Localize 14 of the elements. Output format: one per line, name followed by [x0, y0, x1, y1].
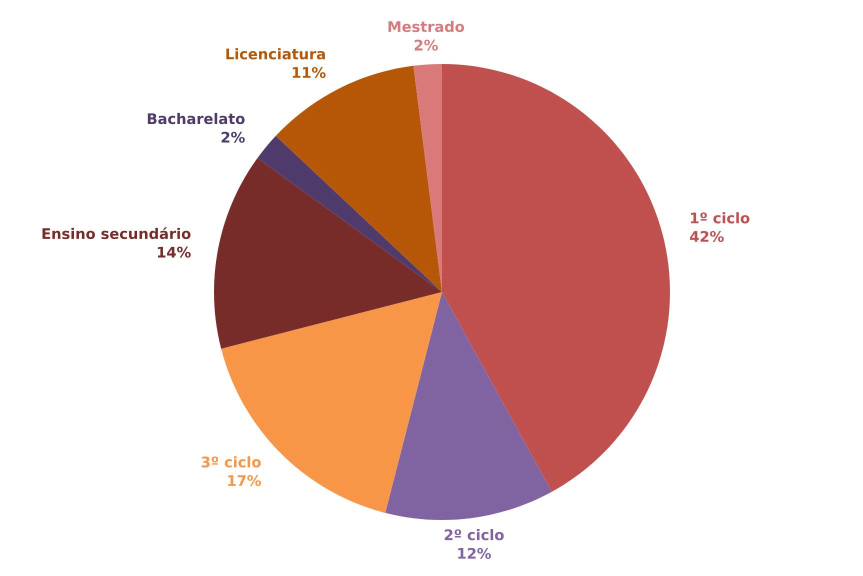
slice-label: Bacharelato: [148, 112, 245, 124]
slice-label: 2º ciclo: [444, 529, 504, 540]
data-label: 12%: [458, 548, 491, 559]
slice-label: Mestrado: [388, 20, 464, 32]
data-label: 14%: [158, 246, 191, 258]
data-label: 2%: [414, 40, 438, 51]
data-label: 17%: [228, 475, 261, 486]
slice-label: 1º ciclo: [690, 212, 750, 224]
data-label: 11%: [292, 66, 326, 78]
slice-label: Ensino secundário: [42, 227, 191, 240]
data-label: 2%: [222, 132, 245, 143]
data-label: 42%: [690, 230, 724, 242]
slice-label: Licenciatura: [226, 48, 325, 60]
slice-label: 3º ciclo: [202, 456, 261, 468]
